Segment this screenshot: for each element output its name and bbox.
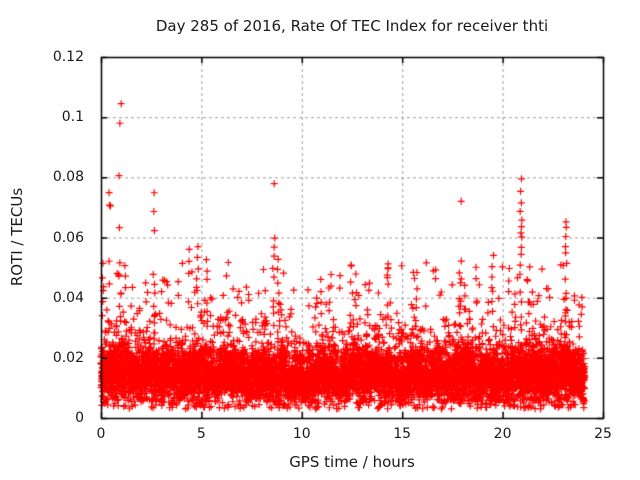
x-axis-label: GPS time / hours [289,453,415,471]
x-tick-label: 10 [292,426,311,442]
x-tick-label: 0 [96,426,106,442]
x-tick-label: 15 [393,426,412,442]
x-tick-label: 5 [196,426,206,442]
chart-title: Day 285 of 2016, Rate Of TEC Index for r… [155,17,549,35]
y-tick-label: 0.06 [52,229,84,246]
y-tick-label: 0.12 [52,49,84,65]
y-tick-label: 0 [75,410,84,426]
y-tick-label: 0.02 [52,349,84,366]
x-tick-label: 25 [594,426,612,442]
y-tick-label: 0.04 [52,289,84,306]
x-tick-label: 20 [493,426,512,442]
y-tick-label: 0.1 [61,109,84,126]
y-axis-label: ROTI / TECUs [8,187,26,287]
y-tick-label: 0.08 [52,169,84,186]
